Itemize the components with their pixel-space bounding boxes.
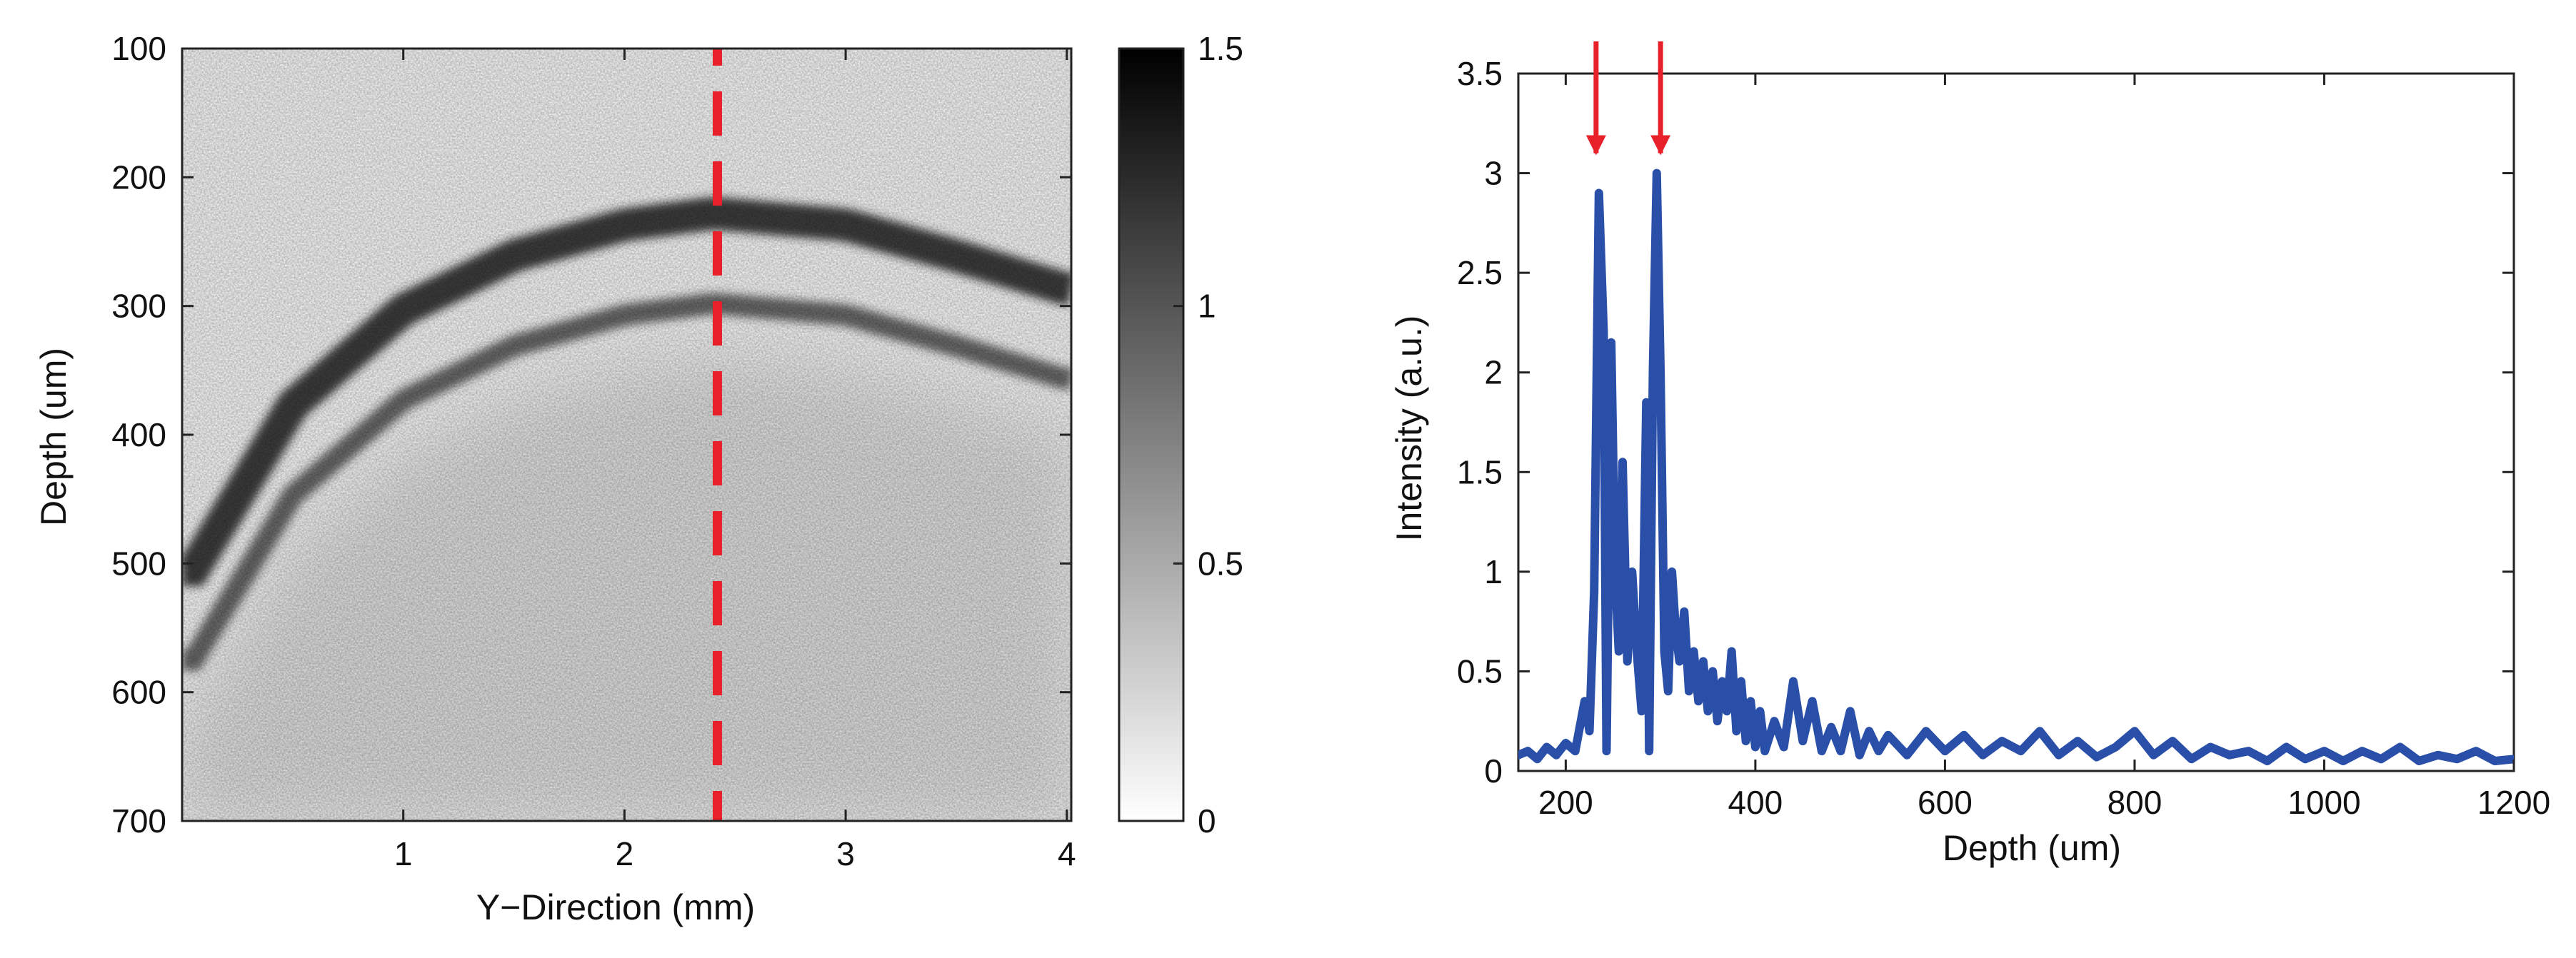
peak-arrows [1585,41,1671,156]
line-y-tick-label: 3.5 [1457,55,1503,92]
heatmap-x-axis: 1 2 3 4 [394,49,1076,872]
line-y-tick-label: 3 [1484,155,1503,192]
heatmap-y-axis-title: Depth (um) [34,348,74,526]
line-x-tick-label: 400 [1728,784,1783,821]
heatmap-x-tick-label: 3 [836,835,855,872]
line-x-tick-label: 1000 [2287,784,2360,821]
colorbar-tick-label: 1.5 [1198,30,1243,67]
colorbar-tick-label: 0.5 [1198,545,1243,582]
line-y-axis: 0 0.5 1 1.5 2 2.5 3 3.5 [1457,55,2514,790]
line-y-tick-label: 2 [1484,354,1503,391]
heatmap-x-tick-label: 1 [394,835,413,872]
intensity-series-line [1518,168,2514,765]
colorbar-tick-label: 1 [1198,288,1216,325]
line-x-tick-label: 800 [2108,784,2162,821]
line-y-tick-label: 1.5 [1457,453,1503,490]
heatmap-y-tick-label: 500 [111,545,166,582]
heatmap-y-tick-label: 700 [111,802,166,839]
heatmap-x-tick-label: 4 [1058,835,1076,872]
line-x-tick-label: 600 [1918,784,1973,821]
colorbar: 0 0.5 1 1.5 [1118,30,1243,839]
heatmap-y-tick-label: 300 [111,288,166,325]
line-y-tick-label: 0 [1484,752,1503,790]
line-x-axis-title: Depth (um) [1943,828,2121,868]
heatmap-y-tick-label: 200 [111,158,166,196]
heatmap-speckle [182,49,1071,821]
heatmap-panel: 1 2 3 4 100 200 300 400 500 600 700 Y−Direction (… [34,30,1076,927]
line-x-tick-label: 200 [1538,784,1593,821]
heatmap-y-tick-label: 400 [111,416,166,453]
line-y-tick-label: 1 [1484,553,1503,590]
colorbar-tick-label: 0 [1198,802,1216,839]
line-y-axis-title: Intensity (a.u.) [1389,316,1429,542]
line-y-tick-label: 2.5 [1457,254,1503,291]
heatmap-y-tick-label: 100 [111,30,166,67]
heatmap-x-tick-label: 2 [616,835,634,872]
line-panel: 200 400 600 800 1000 1200 0 0.5 1 1.5 2 2.5 3 3.5 De… [1389,41,2550,868]
heatmap-x-axis-title: Y−Direction (mm) [476,887,755,927]
colorbar-gradient [1118,47,1185,822]
line-y-tick-label: 0.5 [1457,652,1503,690]
heatmap-y-tick-label: 600 [111,674,166,711]
colorbar-axis: 0 0.5 1 1.5 [1173,30,1243,839]
line-x-axis: 200 400 600 800 1000 1200 [1538,74,2550,821]
line-x-tick-label: 1200 [2477,784,2550,821]
heatmap-y-axis: 100 200 300 400 500 600 700 [111,30,1071,839]
